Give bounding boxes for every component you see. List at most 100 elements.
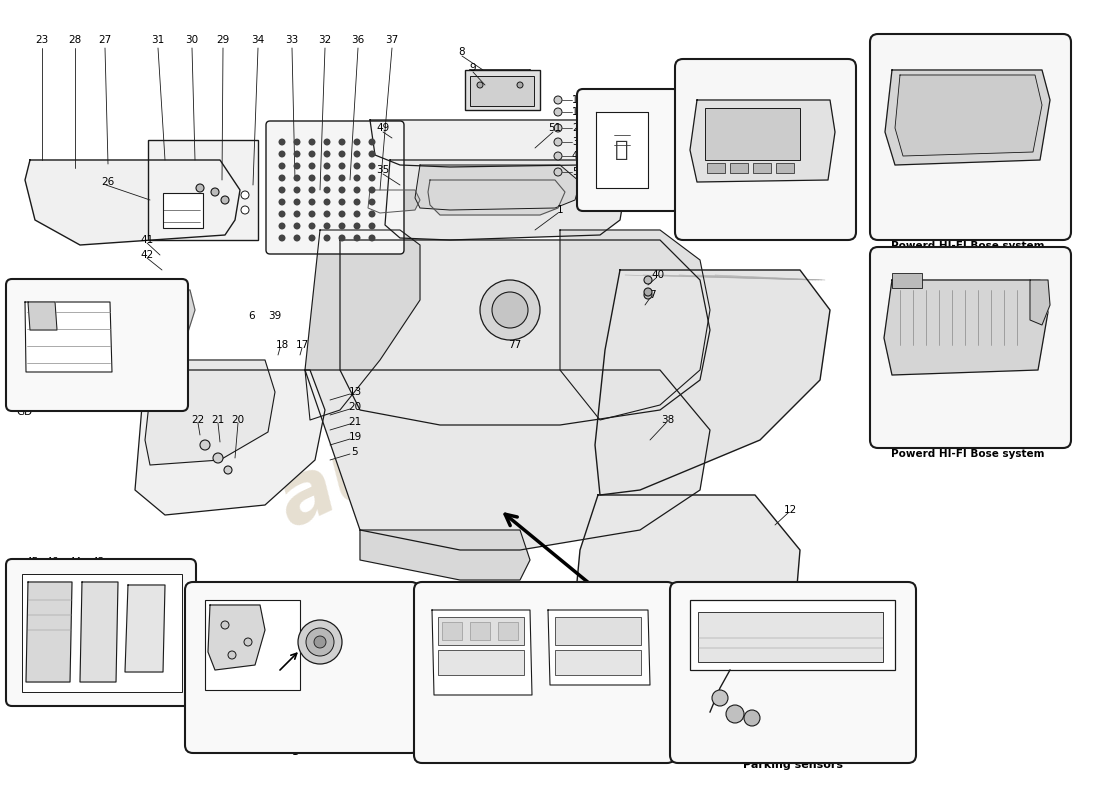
Circle shape bbox=[294, 186, 300, 194]
Circle shape bbox=[644, 276, 652, 284]
Text: NOT FOR F1: NOT FOR F1 bbox=[725, 217, 800, 227]
Circle shape bbox=[323, 174, 330, 182]
Circle shape bbox=[294, 174, 300, 182]
Polygon shape bbox=[25, 160, 240, 245]
Circle shape bbox=[323, 186, 330, 194]
Text: 64: 64 bbox=[534, 623, 547, 633]
Circle shape bbox=[244, 638, 252, 646]
Text: 40: 40 bbox=[651, 270, 664, 280]
Text: 14: 14 bbox=[94, 350, 107, 360]
Text: 32: 32 bbox=[318, 35, 331, 45]
Text: 58: 58 bbox=[661, 645, 674, 655]
Text: 20: 20 bbox=[349, 402, 362, 412]
Text: 71: 71 bbox=[668, 662, 681, 672]
Circle shape bbox=[323, 234, 330, 242]
Circle shape bbox=[554, 124, 562, 132]
Text: 51: 51 bbox=[549, 123, 562, 133]
Text: 6: 6 bbox=[249, 311, 255, 321]
Circle shape bbox=[278, 234, 286, 242]
Text: 2: 2 bbox=[572, 123, 579, 133]
Text: 12: 12 bbox=[1060, 265, 1074, 275]
Circle shape bbox=[368, 186, 375, 194]
Text: Parking sensors: Parking sensors bbox=[252, 745, 352, 755]
Circle shape bbox=[712, 690, 728, 706]
Polygon shape bbox=[368, 190, 420, 213]
Circle shape bbox=[306, 628, 334, 656]
FancyBboxPatch shape bbox=[675, 59, 856, 240]
Circle shape bbox=[368, 150, 375, 158]
Bar bbox=[705, 108, 800, 160]
Circle shape bbox=[492, 292, 528, 328]
Text: HI-FI Bose potenziato
Powerd HI-FI Bose system: HI-FI Bose potenziato Powerd HI-FI Bose … bbox=[891, 437, 1045, 459]
Text: 60: 60 bbox=[784, 698, 796, 708]
Text: 73: 73 bbox=[652, 623, 664, 633]
Bar bbox=[698, 612, 883, 662]
Text: HI-FI Bose potenziato
Powerd HI-FI Bose system: HI-FI Bose potenziato Powerd HI-FI Bose … bbox=[891, 230, 1045, 250]
Text: 76: 76 bbox=[660, 90, 673, 100]
Circle shape bbox=[278, 222, 286, 230]
Circle shape bbox=[298, 620, 342, 664]
Circle shape bbox=[278, 210, 286, 218]
Text: 15: 15 bbox=[111, 365, 124, 375]
Text: 20: 20 bbox=[231, 415, 244, 425]
Text: 33: 33 bbox=[285, 35, 298, 45]
Text: 74: 74 bbox=[652, 636, 664, 646]
Polygon shape bbox=[1030, 280, 1050, 325]
Polygon shape bbox=[80, 582, 118, 682]
Bar bbox=[892, 273, 922, 288]
Bar bbox=[556, 650, 641, 675]
Circle shape bbox=[323, 210, 330, 218]
Text: DIGITEK: DIGITEK bbox=[63, 402, 113, 412]
Text: 66: 66 bbox=[534, 649, 547, 659]
Circle shape bbox=[554, 152, 562, 160]
Circle shape bbox=[353, 222, 361, 230]
Circle shape bbox=[294, 222, 300, 230]
Text: 1: 1 bbox=[557, 205, 563, 215]
Polygon shape bbox=[145, 360, 275, 465]
Polygon shape bbox=[370, 120, 640, 167]
Circle shape bbox=[278, 138, 286, 146]
Circle shape bbox=[554, 96, 562, 104]
Text: 50: 50 bbox=[572, 167, 584, 177]
Text: BLUE TOOTH: BLUE TOOTH bbox=[500, 748, 580, 758]
Bar bbox=[498, 622, 518, 640]
Circle shape bbox=[278, 162, 286, 170]
Text: 8: 8 bbox=[459, 47, 465, 57]
Polygon shape bbox=[596, 112, 648, 188]
Text: 39: 39 bbox=[268, 311, 282, 321]
Circle shape bbox=[308, 162, 316, 170]
Circle shape bbox=[353, 234, 361, 242]
Circle shape bbox=[554, 138, 562, 146]
FancyBboxPatch shape bbox=[414, 582, 675, 763]
Polygon shape bbox=[25, 302, 112, 372]
Bar bbox=[754, 163, 771, 173]
Circle shape bbox=[339, 138, 345, 146]
Text: 49: 49 bbox=[376, 123, 389, 133]
Text: 38: 38 bbox=[661, 415, 674, 425]
Text: 70: 70 bbox=[668, 649, 681, 659]
Circle shape bbox=[368, 198, 375, 206]
Text: 44: 44 bbox=[68, 557, 81, 567]
Text: 48: 48 bbox=[19, 695, 32, 705]
Circle shape bbox=[353, 210, 361, 218]
Text: 77: 77 bbox=[508, 340, 521, 350]
Polygon shape bbox=[548, 610, 650, 685]
Text: 35: 35 bbox=[376, 165, 389, 175]
Bar bbox=[776, 163, 794, 173]
Circle shape bbox=[368, 222, 375, 230]
Circle shape bbox=[294, 138, 300, 146]
Circle shape bbox=[517, 82, 522, 88]
Text: 67: 67 bbox=[534, 662, 547, 672]
Polygon shape bbox=[305, 230, 420, 420]
Bar bbox=[730, 163, 748, 173]
Circle shape bbox=[353, 162, 361, 170]
Text: 52: 52 bbox=[840, 77, 854, 87]
Text: 68: 68 bbox=[416, 610, 428, 620]
Circle shape bbox=[294, 234, 300, 242]
FancyBboxPatch shape bbox=[6, 279, 188, 411]
Polygon shape bbox=[26, 582, 72, 682]
Polygon shape bbox=[560, 230, 710, 420]
Circle shape bbox=[294, 198, 300, 206]
Text: 53: 53 bbox=[400, 620, 414, 630]
Circle shape bbox=[323, 222, 330, 230]
